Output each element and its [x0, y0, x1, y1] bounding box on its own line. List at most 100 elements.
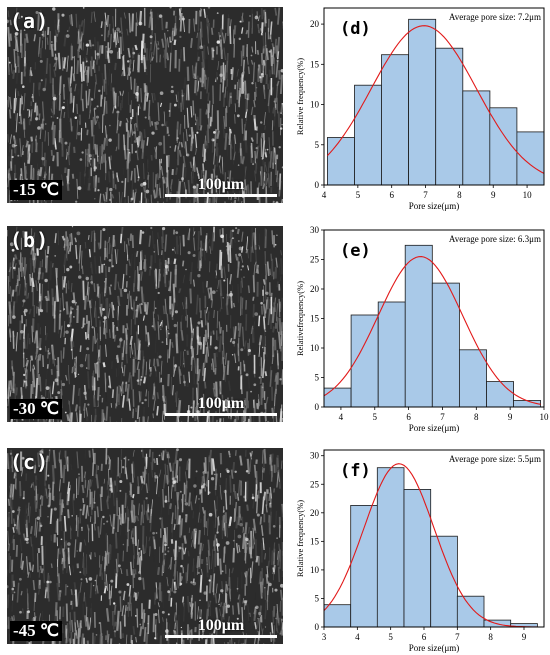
panel-label: (e) [340, 241, 371, 261]
gaussian-fit-curve [323, 463, 538, 628]
x-tick-label: 4 [355, 632, 360, 642]
histogram-f: 3 4 5 6 7 8 9 0 5 10 15 20 25 30 Pore size(μm) Relative… [296, 449, 545, 653]
histogram-d: 4 5 6 7 8 9 10 0 5 10 15 20 Pore size(μm) Relative fr… [296, 7, 545, 211]
scale-bar-label: 100μm [197, 617, 245, 634]
histogram-bar [486, 381, 515, 408]
temperature-label: -15 ℃ [10, 180, 63, 200]
chart-e: 4 5 6 7 8 9 10 0 5 10 15 20 25 30 Pore size(μm) Relativ… [296, 222, 550, 435]
x-tick-label: 6 [422, 632, 427, 642]
x-tick-label: 8 [457, 190, 462, 200]
y-axis-label: Relative frequency(%) [296, 500, 305, 577]
scale-bar: 100μm [165, 396, 277, 416]
sem-micrograph-c [7, 448, 283, 644]
scale-bar: 100μm [165, 618, 277, 638]
histogram-bar [381, 54, 410, 186]
sem-panel-c: (c) -45 ℃ 100μm [7, 448, 283, 644]
y-tick-label: 10 [310, 343, 320, 353]
x-tick-label: 9 [491, 190, 496, 200]
sem-panel-b: (b) -30 ℃ 100μm [7, 226, 283, 422]
chart-d: 4 5 6 7 8 9 10 0 5 10 15 20 Pore size(μm) Relative fr… [296, 0, 550, 213]
y-tick-label: 30 [310, 225, 320, 235]
y-tick-label: 25 [310, 479, 320, 489]
x-tick-label: 9 [522, 632, 527, 642]
x-tick-label: 5 [356, 190, 361, 200]
x-tick-label: 7 [455, 632, 460, 642]
x-axis-label: Pore size(μm) [409, 423, 460, 433]
histogram-bar [323, 604, 352, 628]
scale-bar-line [165, 194, 277, 197]
gaussian-fit-curve [326, 25, 545, 174]
y-tick-label: 5 [315, 140, 320, 150]
y-tick-label: 15 [310, 536, 320, 546]
panel-label: (d) [340, 19, 371, 39]
chart-f: 3 4 5 6 7 8 9 0 5 10 15 20 25 30 Pore size(μm) Relative… [296, 442, 550, 655]
x-tick-label: 7 [423, 190, 428, 200]
scale-bar-label: 100μm [197, 176, 245, 193]
y-tick-label: 20 [310, 508, 320, 518]
average-pore-size-annotation: Average pore size: 5.5μm [449, 454, 541, 464]
histogram-bar [377, 301, 406, 408]
x-tick-label: 10 [540, 412, 550, 422]
histogram-bar [435, 47, 464, 186]
x-tick-label: 4 [339, 412, 344, 422]
y-tick-label: 20 [310, 284, 320, 294]
histogram-bar [376, 467, 405, 628]
histogram-bar [431, 282, 460, 408]
x-tick-label: 8 [488, 632, 493, 642]
x-tick-label: 6 [406, 412, 411, 422]
y-tick-label: 5 [315, 373, 320, 383]
panel-label: (f) [340, 461, 371, 481]
histogram-e: 4 5 6 7 8 9 10 0 5 10 15 20 25 30 Pore size(μm) Relativ… [296, 225, 550, 433]
x-tick-label: 10 [523, 190, 533, 200]
sem-panel-label: (b) [10, 228, 50, 252]
y-tick-label: 15 [310, 59, 320, 69]
sem-micrograph-b [7, 226, 283, 422]
histogram-bar [403, 489, 432, 628]
x-axis-label: Pore size(μm) [409, 643, 460, 653]
scale-bar-line [165, 635, 277, 638]
histogram-bar [430, 535, 458, 628]
histogram-bar [456, 595, 485, 628]
y-axis-label: Relativefrequency(%) [296, 281, 305, 356]
scale-bar-line [165, 413, 277, 416]
y-tick-label: 30 [310, 451, 320, 461]
y-tick-label: 10 [310, 100, 320, 110]
plot-frame [323, 449, 545, 628]
y-tick-label: 0 [315, 622, 320, 632]
y-tick-label: 10 [310, 565, 320, 575]
y-tick-label: 0 [315, 180, 320, 190]
x-tick-label: 5 [373, 412, 378, 422]
sem-panel-a: (a) -15 ℃ 100μm [7, 7, 283, 203]
histogram-bar [458, 349, 487, 408]
x-tick-label: 8 [474, 412, 479, 422]
x-axis-label: Pore size(μm) [409, 201, 460, 211]
x-tick-label: 9 [508, 412, 513, 422]
histogram-bar [323, 387, 352, 408]
histogram-bar [350, 505, 378, 628]
x-tick-label: 4 [322, 190, 327, 200]
temperature-label: -45 ℃ [10, 621, 63, 641]
plot-frame [323, 7, 545, 186]
y-tick-label: 5 [315, 593, 320, 603]
y-tick-label: 20 [310, 19, 320, 29]
scale-bar-label: 100μm [197, 395, 245, 412]
histogram-bar [354, 84, 383, 186]
x-tick-label: 3 [322, 632, 327, 642]
x-tick-label: 7 [440, 412, 445, 422]
average-pore-size-annotation: Average pore size: 6.3μm [449, 234, 541, 244]
sem-panel-label: (c) [10, 450, 50, 474]
sem-panel-label: (a) [10, 9, 50, 33]
y-tick-label: 0 [315, 402, 320, 412]
histogram-bar [326, 137, 355, 186]
scale-bar: 100μm [165, 177, 277, 197]
gaussian-fit-curve [323, 256, 541, 405]
average-pore-size-annotation: Average pore size: 7.2μm [449, 12, 541, 22]
temperature-label: -30 ℃ [10, 399, 63, 419]
y-axis-label: Relative frequency(%) [296, 58, 305, 135]
x-tick-label: 6 [389, 190, 394, 200]
sem-micrograph-a [7, 7, 283, 203]
y-tick-label: 15 [310, 314, 320, 324]
histogram-bar [408, 18, 437, 186]
x-tick-label: 5 [388, 632, 393, 642]
y-tick-label: 25 [310, 255, 320, 265]
